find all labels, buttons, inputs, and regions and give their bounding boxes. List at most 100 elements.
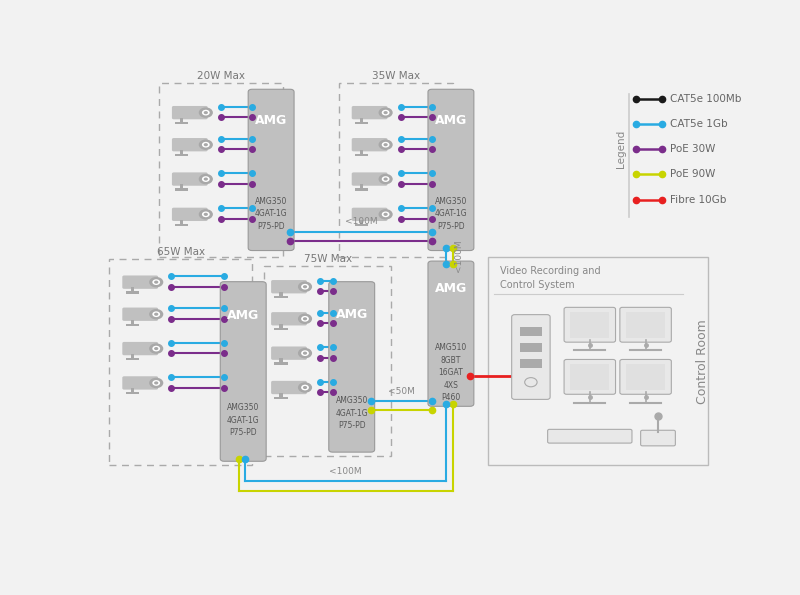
Bar: [360, 184, 363, 190]
Bar: [126, 324, 138, 325]
Circle shape: [298, 383, 312, 393]
FancyBboxPatch shape: [428, 89, 474, 250]
Bar: [279, 393, 282, 399]
Text: AMG: AMG: [255, 114, 287, 127]
Circle shape: [149, 343, 163, 354]
Text: AMG350
4GAT-1G
P75-PD: AMG350 4GAT-1G P75-PD: [227, 403, 259, 437]
Text: AMG350
4GAT-1G
P75-PD: AMG350 4GAT-1G P75-PD: [434, 196, 467, 230]
Bar: [175, 154, 188, 156]
Text: Video Recording and
Control System: Video Recording and Control System: [500, 266, 601, 290]
Text: AMG350
4GAT-1G
P75-PD: AMG350 4GAT-1G P75-PD: [255, 196, 287, 230]
Text: CAT5e 1Gb: CAT5e 1Gb: [670, 119, 728, 129]
Circle shape: [303, 352, 307, 355]
Circle shape: [202, 109, 210, 115]
Circle shape: [383, 111, 388, 114]
Text: <100M: <100M: [330, 467, 362, 476]
Circle shape: [383, 143, 388, 146]
Circle shape: [198, 174, 213, 184]
FancyBboxPatch shape: [248, 89, 294, 250]
Circle shape: [382, 109, 390, 115]
Bar: [360, 118, 363, 124]
Circle shape: [378, 174, 393, 184]
FancyBboxPatch shape: [329, 281, 374, 452]
FancyBboxPatch shape: [352, 173, 387, 186]
Circle shape: [298, 281, 312, 292]
Circle shape: [303, 317, 307, 320]
Circle shape: [378, 108, 393, 118]
Bar: [338, 83, 454, 257]
FancyBboxPatch shape: [352, 208, 387, 221]
Bar: [126, 292, 138, 294]
FancyBboxPatch shape: [271, 346, 307, 360]
Circle shape: [202, 142, 210, 148]
Circle shape: [204, 177, 208, 181]
Text: CAT5e 100Mb: CAT5e 100Mb: [670, 94, 742, 104]
Bar: [626, 312, 665, 337]
FancyBboxPatch shape: [352, 138, 387, 151]
Bar: [279, 292, 282, 298]
FancyBboxPatch shape: [271, 280, 307, 293]
Circle shape: [149, 309, 163, 320]
Circle shape: [198, 209, 213, 220]
FancyBboxPatch shape: [564, 359, 615, 394]
Circle shape: [303, 386, 307, 389]
Text: AMG: AMG: [227, 309, 259, 322]
Bar: [264, 266, 391, 456]
FancyBboxPatch shape: [122, 376, 158, 390]
Circle shape: [378, 209, 393, 220]
FancyBboxPatch shape: [620, 308, 671, 342]
Circle shape: [298, 348, 312, 358]
Text: AMG: AMG: [335, 308, 368, 321]
FancyBboxPatch shape: [564, 308, 615, 342]
Circle shape: [154, 381, 158, 384]
Text: AMG: AMG: [434, 283, 467, 296]
FancyBboxPatch shape: [428, 261, 474, 406]
Circle shape: [154, 312, 158, 316]
Circle shape: [152, 346, 160, 352]
FancyBboxPatch shape: [352, 106, 387, 120]
Bar: [355, 189, 368, 190]
Bar: [360, 220, 363, 226]
Bar: [130, 320, 134, 325]
Bar: [520, 343, 542, 352]
FancyBboxPatch shape: [512, 315, 550, 399]
Bar: [360, 150, 363, 156]
FancyBboxPatch shape: [172, 106, 208, 120]
FancyBboxPatch shape: [122, 342, 158, 355]
Circle shape: [152, 279, 160, 285]
FancyBboxPatch shape: [172, 173, 208, 186]
Circle shape: [149, 378, 163, 388]
Text: Fibre 10Gb: Fibre 10Gb: [670, 195, 726, 205]
Circle shape: [378, 139, 393, 150]
Text: 75W Max: 75W Max: [304, 254, 352, 264]
Circle shape: [204, 143, 208, 146]
Circle shape: [301, 316, 309, 322]
Bar: [175, 122, 188, 124]
Bar: [355, 224, 368, 226]
Text: <100M: <100M: [345, 217, 378, 226]
Circle shape: [202, 176, 210, 182]
Circle shape: [301, 284, 309, 290]
Bar: [130, 389, 134, 394]
Circle shape: [198, 139, 213, 150]
Bar: [274, 296, 287, 298]
Text: 20W Max: 20W Max: [197, 71, 245, 80]
Text: AMG510
8GBT
16GAT
4XS
P460: AMG510 8GBT 16GAT 4XS P460: [434, 343, 467, 402]
Text: PoE 30W: PoE 30W: [670, 144, 716, 154]
Circle shape: [382, 176, 390, 182]
Bar: [180, 118, 183, 124]
FancyBboxPatch shape: [271, 381, 307, 394]
Circle shape: [154, 347, 158, 350]
Circle shape: [154, 281, 158, 284]
Bar: [520, 359, 542, 368]
FancyBboxPatch shape: [122, 275, 158, 289]
Bar: [126, 358, 138, 360]
Text: AMG: AMG: [434, 114, 467, 127]
Bar: [130, 287, 134, 294]
Text: 35W Max: 35W Max: [372, 71, 420, 80]
Circle shape: [204, 213, 208, 216]
Circle shape: [382, 142, 390, 148]
Circle shape: [301, 384, 309, 390]
Bar: [355, 154, 368, 156]
Bar: [520, 327, 542, 336]
